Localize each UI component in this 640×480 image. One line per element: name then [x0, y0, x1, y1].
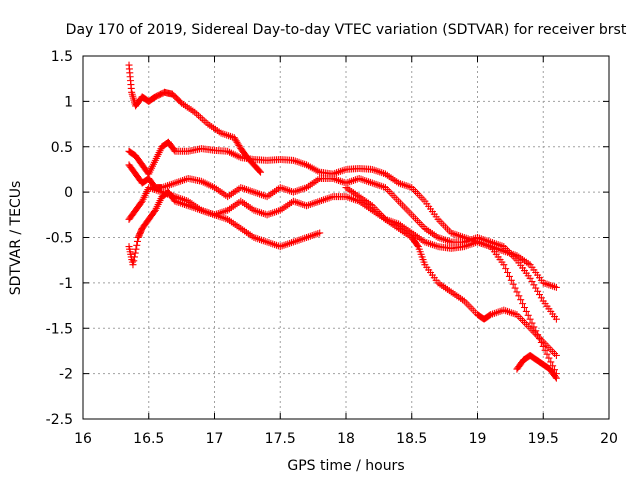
data-point-marker — [541, 346, 549, 354]
data-point-marker — [545, 354, 553, 362]
x-tick-label: 17.5 — [265, 431, 296, 447]
data-series — [125, 61, 560, 382]
data-point-marker — [413, 241, 421, 249]
x-tick-label: 20 — [600, 431, 618, 447]
y-tick-label: 1 — [64, 94, 73, 110]
data-point-marker — [130, 257, 138, 265]
x-tick-label: 18 — [337, 431, 355, 447]
data-point-marker — [507, 276, 515, 284]
y-tick-label: -0.5 — [46, 231, 73, 247]
data-point-marker — [515, 292, 523, 300]
data-point-marker — [133, 241, 141, 249]
data-point-marker — [256, 167, 264, 175]
y-tick-label: 0.5 — [51, 140, 73, 156]
data-point-marker — [500, 261, 508, 269]
data-point-marker — [524, 311, 532, 319]
data-point-marker — [552, 351, 560, 359]
series-track-6 — [342, 184, 560, 359]
data-point-marker — [520, 304, 528, 312]
data-point-marker — [522, 307, 530, 315]
chart-title: Day 170 of 2019, Sidereal Day-to-day VTE… — [66, 22, 627, 38]
x-tick-label: 19 — [469, 431, 487, 447]
data-point-marker — [316, 229, 324, 237]
y-axis-label: SDTVAR / TECUs — [8, 181, 24, 296]
y-tick-label: -1.5 — [46, 321, 73, 337]
data-point-marker — [130, 253, 138, 261]
data-point-marker — [129, 261, 137, 269]
y-tick-label: -2 — [59, 367, 73, 383]
series-track-7 — [513, 351, 560, 382]
x-tick-label: 19.5 — [528, 431, 559, 447]
y-tick-label: 0 — [64, 185, 73, 201]
data-point-marker — [517, 296, 525, 304]
data-point-marker — [502, 265, 510, 273]
data-point-marker — [509, 280, 517, 288]
x-tick-labels: 16 16.5 17 17.5 18 18.5 19 19.5 20 — [74, 431, 618, 447]
data-point-marker — [511, 284, 519, 292]
series-track-5 — [125, 188, 324, 269]
data-point-marker — [528, 319, 536, 327]
y-tick-labels: 1.5 1 0.5 0 -0.5 -1 -1.5 -2 -2.5 — [46, 49, 73, 428]
data-point-marker — [551, 373, 559, 381]
data-point-marker — [519, 300, 527, 308]
y-tick-label: -2.5 — [46, 412, 73, 428]
data-point-marker — [133, 237, 141, 245]
plot-frame — [82, 55, 610, 420]
data-point-marker — [547, 358, 555, 366]
data-point-marker — [552, 315, 560, 323]
data-point-marker — [131, 249, 139, 257]
x-axis-label: GPS time / hours — [287, 458, 404, 474]
x-tick-label: 16 — [74, 431, 92, 447]
data-point-marker — [552, 283, 560, 291]
y-tick-label: -1 — [59, 276, 73, 292]
data-point-marker — [543, 350, 551, 358]
data-point-marker — [257, 168, 265, 176]
x-tick-label: 17 — [206, 431, 224, 447]
x-tick-label: 16.5 — [133, 431, 164, 447]
data-point-marker — [504, 269, 512, 277]
y-tick-label: 1.5 — [51, 49, 73, 65]
x-tick-label: 18.5 — [396, 431, 427, 447]
data-point-marker — [552, 374, 560, 382]
data-point-marker — [132, 245, 140, 253]
data-point-marker — [505, 272, 513, 280]
data-point-marker — [513, 288, 521, 296]
series-track-3 — [125, 161, 560, 323]
data-point-marker — [526, 315, 534, 323]
